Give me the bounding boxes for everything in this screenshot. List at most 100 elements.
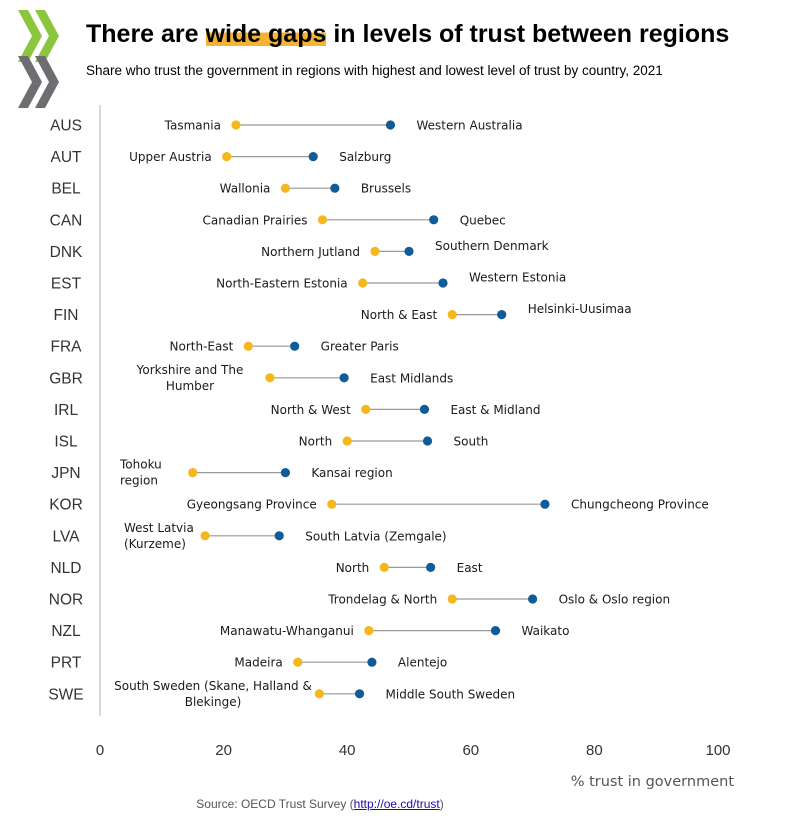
country-label: NLD — [50, 560, 81, 577]
country-label: CAN — [50, 212, 83, 229]
high-region-label: Alentejo — [398, 656, 447, 670]
low-trust-point — [361, 404, 371, 414]
low-region-label: South Sweden (Skane, Halland & Blekinge) — [114, 679, 312, 709]
high-region-label: Kansai region — [311, 466, 392, 480]
low-region-label: Manawatu-Whanganui — [220, 624, 354, 638]
low-region-label-line: South Sweden (Skane, Halland & — [114, 679, 312, 693]
low-region-label: Trondelag & North — [327, 593, 437, 607]
row-irl: IRL North & West East & Midland — [54, 402, 541, 419]
country-label: DNK — [50, 244, 83, 261]
country-label: AUT — [51, 149, 83, 166]
chart-title: There are wide gaps in levels of trust b… — [86, 20, 729, 48]
logo-chevron-grey-left — [18, 56, 42, 108]
source-suffix: ) — [439, 797, 444, 811]
high-region-label: South Latvia (Zemgale) — [305, 529, 446, 543]
high-trust-point — [385, 120, 396, 130]
chart-subtitle: Share who trust the government in region… — [86, 63, 663, 78]
low-trust-point — [188, 468, 198, 478]
high-trust-point — [497, 310, 507, 320]
low-trust-point — [293, 657, 303, 667]
title-part-3: in levels of trust between regions — [326, 20, 730, 48]
high-trust-point — [354, 689, 365, 699]
country-label: IRL — [54, 402, 79, 419]
row-dnk: DNK Northern Jutland Southern Denmark — [50, 239, 549, 261]
low-trust-point — [231, 120, 241, 130]
row-kor: KOR Gyeongsang Province Chungcheong Provin… — [49, 497, 709, 514]
low-trust-point — [364, 626, 374, 636]
row-bel: BEL Wallonia Brussels — [51, 181, 411, 198]
title-part-1: There are — [86, 20, 206, 48]
high-trust-point — [429, 215, 439, 225]
low-region-label-line: West Latvia — [124, 521, 194, 535]
row-fra: FRA North-East Greater Paris — [51, 339, 399, 356]
row-prt: PRT Madeira Alentejo — [51, 655, 448, 672]
high-trust-point — [280, 468, 290, 478]
low-trust-point — [243, 341, 253, 351]
low-region-label: Wallonia — [220, 182, 271, 196]
high-trust-point — [290, 341, 300, 351]
source-link[interactable]: http://oe.cd/trust — [353, 797, 440, 811]
country-label: GBR — [49, 370, 83, 387]
x-tick-label: 80 — [586, 742, 603, 759]
low-trust-point — [447, 594, 457, 604]
high-trust-point — [330, 183, 340, 193]
high-trust-point — [528, 594, 538, 604]
low-trust-point — [379, 562, 389, 573]
low-trust-point — [200, 531, 210, 541]
high-region-label: Salzburg — [339, 150, 391, 164]
high-trust-point — [339, 373, 349, 383]
low-region-label: North — [336, 561, 370, 575]
high-trust-point — [404, 246, 414, 256]
high-trust-point — [438, 278, 448, 288]
high-region-label: Middle South Sweden — [386, 687, 516, 701]
row-swe: SWE South Sweden (Skane, Halland & Bleking… — [48, 679, 515, 709]
high-region-label: Helsinki-Uusimaa — [528, 302, 632, 316]
low-region-label-line: Tohoku — [119, 458, 162, 472]
row-isl: ISL North South — [54, 434, 488, 451]
country-label: KOR — [49, 497, 83, 514]
high-region-label: Brussels — [361, 182, 411, 196]
chart-rows: AUS Tasmania Western Australia AUT Upper Aus… — [48, 118, 708, 709]
high-region-label: East — [457, 561, 483, 575]
country-label: SWE — [48, 686, 83, 703]
low-region-label-line: Blekinge) — [185, 695, 242, 709]
row-aus: AUS Tasmania Western Australia — [50, 118, 523, 135]
x-tick-label: 40 — [339, 742, 356, 759]
high-trust-point — [419, 404, 430, 414]
high-region-label: Waikato — [522, 624, 570, 638]
country-label: NOR — [49, 592, 83, 609]
low-region-label-line: Yorkshire and The — [136, 363, 244, 377]
low-trust-point — [265, 373, 275, 383]
row-jpn: JPN Tohoku region Kansai region — [51, 458, 392, 488]
x-axis-label: % trust in government — [571, 774, 735, 790]
low-trust-point — [314, 689, 324, 699]
country-label: EST — [51, 276, 82, 293]
high-trust-point — [422, 436, 433, 446]
logo-chevron-green-right — [35, 10, 59, 62]
low-region-label: Yorkshire and The Humber — [136, 363, 244, 393]
low-trust-point — [447, 310, 457, 320]
x-tick-label: 60 — [462, 742, 479, 759]
row-est: EST North-Eastern Estonia Western Estonia — [51, 271, 566, 293]
dumbbell-chart: AUS Tasmania Western Australia AUT Upper Aus… — [48, 105, 735, 790]
row-fin: FIN North & East Helsinki-Uusimaa — [54, 302, 632, 324]
logo-chevron-grey-right — [35, 56, 59, 108]
high-region-label: Oslo & Oslo region — [559, 593, 671, 607]
low-region-label: North-East — [170, 340, 234, 354]
country-label: BEL — [51, 181, 81, 198]
high-region-label: Chungcheong Province — [571, 498, 709, 512]
high-region-label: Greater Paris — [321, 340, 399, 354]
row-nor: NOR Trondelag & North Oslo & Oslo region — [49, 592, 670, 609]
low-region-label: North-Eastern Estonia — [216, 277, 347, 291]
low-trust-point — [317, 215, 328, 225]
title-highlight: wide gaps — [205, 20, 327, 48]
country-label: FIN — [54, 307, 79, 324]
x-axis-ticks: 0 20 40 60 80 100 — [96, 742, 731, 759]
high-trust-point — [426, 562, 436, 573]
high-region-label: Southern Denmark — [435, 239, 549, 253]
high-region-label: East Midlands — [370, 371, 453, 385]
high-trust-point — [308, 152, 318, 162]
row-nzl: NZL Manawatu-Whanganui Waikato — [51, 623, 569, 640]
high-trust-point — [367, 657, 377, 667]
country-label: JPN — [51, 465, 80, 482]
